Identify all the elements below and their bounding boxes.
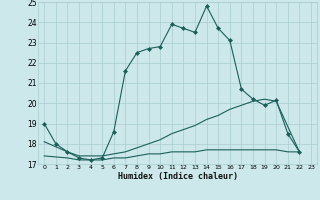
X-axis label: Humidex (Indice chaleur): Humidex (Indice chaleur) <box>118 172 238 181</box>
